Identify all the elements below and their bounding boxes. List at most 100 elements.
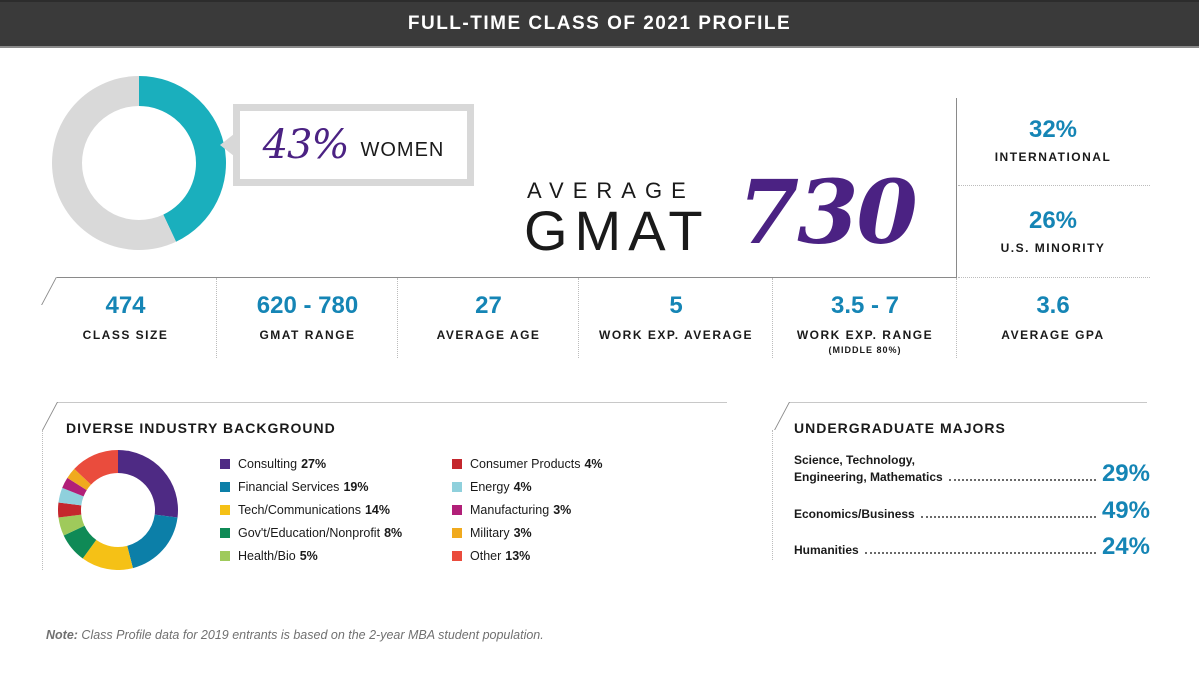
- legend-label: Consumer Products: [470, 456, 581, 471]
- divider: [397, 278, 398, 358]
- stat-class-size: 474 CLASS SIZE: [34, 278, 217, 358]
- dot-leader: [920, 516, 1096, 518]
- swatch-icon: [452, 504, 462, 515]
- stat-average-age: 27 AVERAGE AGE: [398, 278, 579, 358]
- divider: [772, 278, 773, 358]
- gmat-score: 730: [738, 160, 918, 264]
- major-row: Humanities 24%: [794, 535, 1150, 559]
- legend-item: Energy 4%: [452, 475, 603, 498]
- divider: [958, 277, 1150, 278]
- legend-percent: 4%: [513, 479, 532, 494]
- major-percent: 29%: [1101, 460, 1150, 487]
- note-prefix: Note:: [46, 628, 78, 642]
- women-donut-chart: [52, 76, 226, 250]
- legend-label: Military: [470, 525, 510, 540]
- stat-label: AVERAGE AGE: [436, 328, 541, 342]
- industry-legend-col2: Consumer Products 4% Energy 4% Manufactu…: [452, 452, 603, 567]
- major-name: Humanities: [794, 543, 859, 557]
- donut-segment: [82, 539, 133, 570]
- major-percent: 24%: [1101, 533, 1150, 560]
- swatch-icon: [220, 481, 230, 492]
- divider: [578, 278, 579, 358]
- donut-segment: [139, 76, 226, 242]
- legend-label: Energy: [470, 479, 510, 494]
- note-text: Class Profile data for 2019 entrants is …: [77, 628, 544, 642]
- legend-percent: 4%: [584, 456, 603, 471]
- stat-label: GMAT RANGE: [259, 328, 356, 342]
- industry-donut-chart: [58, 450, 178, 570]
- stat-label: WORK EXP. AVERAGE: [599, 328, 753, 342]
- legend-percent: 27%: [301, 456, 327, 471]
- legend-percent: 3%: [513, 525, 532, 540]
- stat-value: 3.5 - 7: [830, 292, 900, 319]
- stats-row: 474 CLASS SIZE 620 - 780 GMAT RANGE 27 A…: [34, 278, 1149, 358]
- women-label: WOMEN: [360, 138, 445, 161]
- donut-segment: [118, 450, 178, 518]
- stat-value: 5: [669, 292, 683, 319]
- major-percent: 49%: [1101, 497, 1150, 524]
- swatch-icon: [220, 527, 230, 538]
- swatch-icon: [220, 458, 230, 469]
- women-callout: 43% WOMEN: [233, 104, 474, 186]
- legend-percent: 8%: [384, 525, 403, 540]
- legend-percent: 3%: [553, 502, 572, 517]
- divider: [42, 402, 58, 430]
- dot-leader: [864, 552, 1096, 554]
- divider: [216, 278, 217, 358]
- donut-segment: [63, 525, 97, 559]
- gmat-average-label: AVERAGE: [527, 178, 695, 203]
- legend-percent: 13%: [505, 548, 531, 563]
- stat-work-exp-range: 3.5 - 7 WORK EXP. RANGE (MIDDLE 80%): [773, 278, 957, 358]
- swatch-icon: [220, 504, 230, 515]
- stat-label: CLASS SIZE: [82, 328, 169, 342]
- major-row: Economics/Business 49%: [794, 499, 1150, 523]
- women-percent: 43%: [262, 122, 350, 168]
- divider: [956, 278, 957, 358]
- divider: [42, 430, 43, 570]
- legend-item: Military 3%: [452, 521, 603, 544]
- major-name: Economics/Business: [794, 507, 915, 521]
- footnote: Note: Class Profile data for 2019 entran…: [46, 628, 544, 642]
- divider: [772, 430, 773, 560]
- legend-percent: 19%: [343, 479, 369, 494]
- stat-work-exp-average: 5 WORK EXP. AVERAGE: [579, 278, 773, 358]
- legend-item: Tech/Communications 14%: [220, 498, 402, 521]
- donut-segment: [58, 514, 85, 536]
- legend-label: Financial Services: [238, 479, 340, 494]
- divider: [57, 277, 956, 278]
- majors-title: UNDERGRADUATE MAJORS: [794, 420, 1006, 436]
- swatch-icon: [220, 550, 230, 561]
- legend-label: Other: [470, 548, 502, 563]
- major-name: Science, Technology, Engineering, Mathem…: [794, 452, 943, 486]
- legend-item: Financial Services 19%: [220, 475, 402, 498]
- donut-segment: [127, 514, 178, 569]
- stat-value: 474: [105, 292, 146, 319]
- legend-item: Manufacturing 3%: [452, 498, 603, 521]
- major-row: Science, Technology, Engineering, Mathem…: [794, 452, 1150, 486]
- stat-label: U.S. MINORITY: [1000, 241, 1106, 255]
- header-bar: FULL-TIME CLASS OF 2021 PROFILE: [0, 0, 1199, 48]
- gmat-label: GMAT: [524, 199, 710, 262]
- stat-label: WORK EXP. RANGE: [796, 328, 934, 342]
- legend-percent: 5%: [299, 548, 318, 563]
- dot-leader: [948, 479, 1096, 481]
- stat-gmat-range: 620 - 780 GMAT RANGE: [217, 278, 398, 358]
- donut-segment: [52, 76, 177, 250]
- stat-value: 620 - 780: [256, 292, 359, 319]
- donut-segment: [58, 487, 84, 506]
- legend-label: Tech/Communications: [238, 502, 361, 517]
- legend-item: Health/Bio 5%: [220, 544, 402, 567]
- stat-value: 27: [475, 292, 502, 319]
- divider: [789, 402, 1147, 403]
- legend-label: Manufacturing: [470, 502, 550, 517]
- stat-sublabel: (MIDDLE 80%): [828, 345, 902, 355]
- stat-international: 32% INTERNATIONAL: [958, 116, 1148, 164]
- stat-us-minority: 26% U.S. MINORITY: [958, 207, 1148, 255]
- legend-label: Health/Bio: [238, 548, 296, 563]
- stat-label: INTERNATIONAL: [994, 150, 1112, 164]
- swatch-icon: [452, 458, 462, 469]
- stat-value: 26%: [1028, 207, 1078, 234]
- divider: [956, 98, 957, 278]
- industry-title: DIVERSE INDUSTRY BACKGROUND: [66, 420, 336, 436]
- legend-label: Consulting: [238, 456, 298, 471]
